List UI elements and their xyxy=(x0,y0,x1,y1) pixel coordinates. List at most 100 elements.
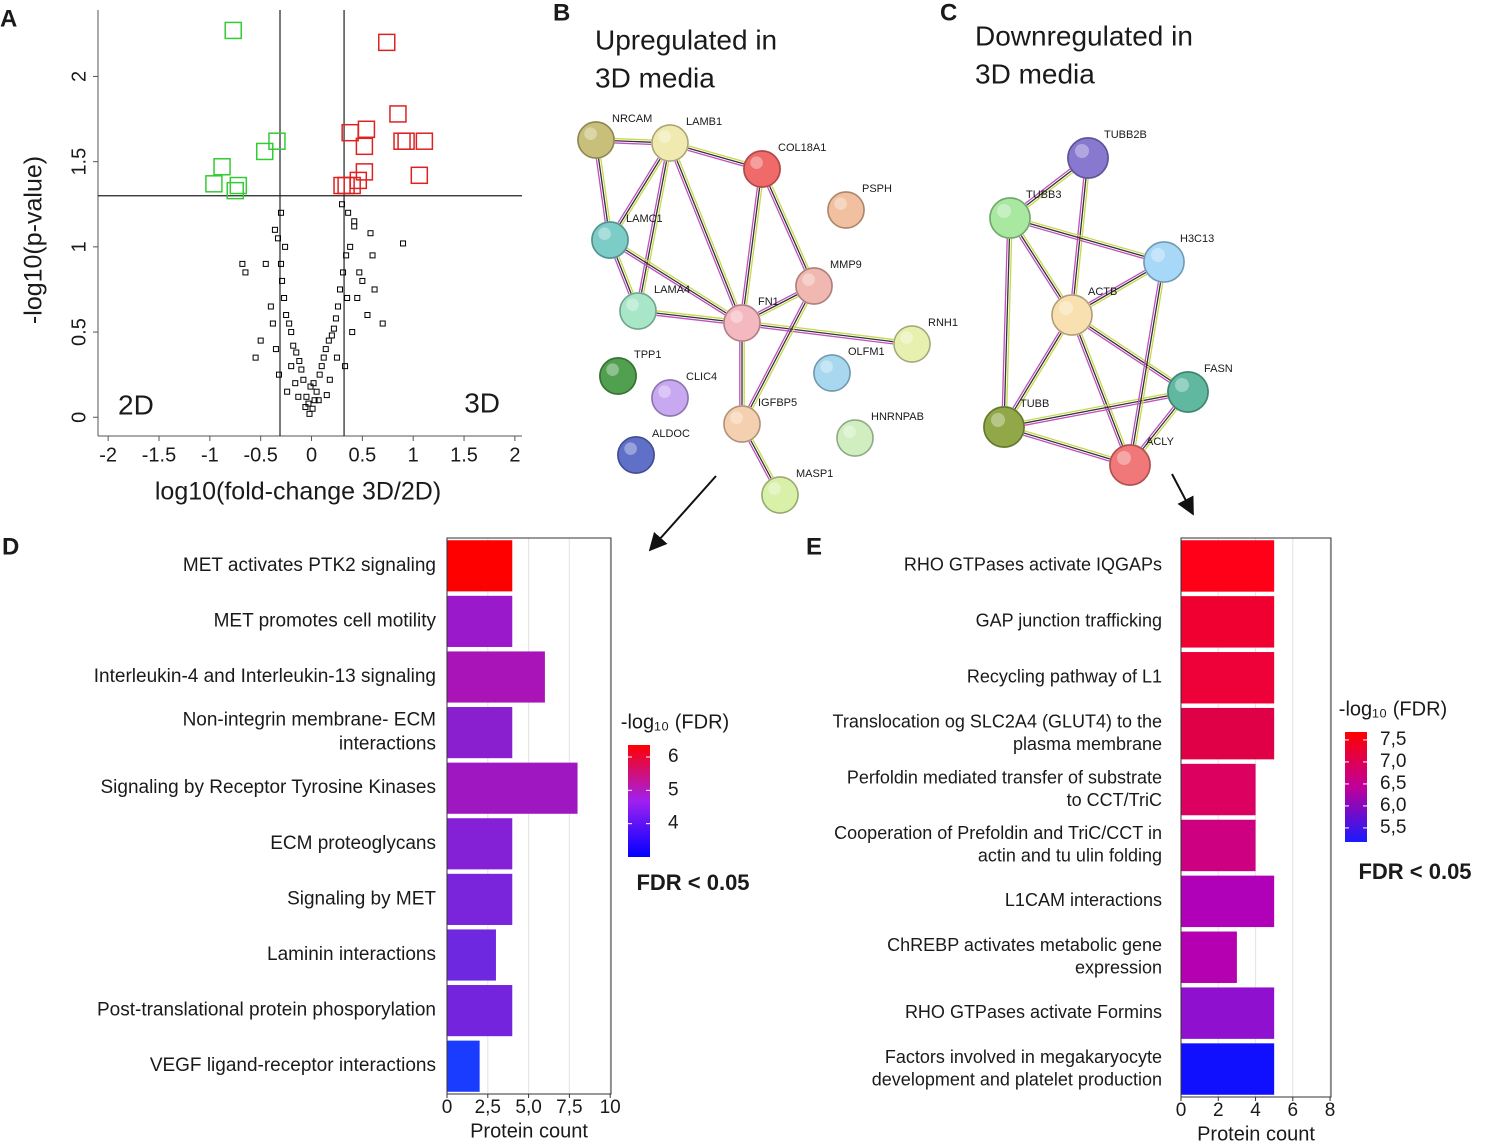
point xyxy=(278,260,285,267)
network-node-highlight xyxy=(626,298,639,312)
point xyxy=(205,175,223,193)
network-edge xyxy=(761,168,815,287)
network-title: Downregulated in xyxy=(975,20,1193,51)
category-label: Factors involved in megakaryocyte develop… xyxy=(872,1047,1162,1090)
network-node xyxy=(813,354,851,392)
network-node-highlight xyxy=(584,127,597,140)
network-edge xyxy=(1069,315,1129,467)
bar xyxy=(1181,987,1275,1039)
network-edge xyxy=(609,142,671,241)
network-node-ring xyxy=(813,354,851,392)
network-node-ring xyxy=(1167,371,1209,413)
colorbar-tick-label: 4 xyxy=(668,813,679,834)
point xyxy=(272,346,279,353)
network-edge xyxy=(667,143,741,325)
bar xyxy=(447,929,496,981)
network-node xyxy=(989,197,1031,239)
label-line: plasma membrane xyxy=(1013,734,1162,754)
network-node xyxy=(651,124,689,162)
node-label: ACTB xyxy=(1088,286,1117,298)
point xyxy=(296,358,303,365)
network-node-highlight xyxy=(606,363,619,377)
network-edge xyxy=(639,143,673,312)
category-label: RHO GTPases activate Formins xyxy=(905,1002,1162,1022)
network-edge xyxy=(1073,313,1133,465)
network-node xyxy=(827,191,865,229)
bar xyxy=(1181,707,1275,760)
point xyxy=(328,332,335,339)
network-edge xyxy=(1004,424,1131,464)
x-axis-title: Protein count xyxy=(1197,1123,1315,1145)
label-line: ChREBP activates metabolic gene xyxy=(887,935,1162,955)
point xyxy=(278,209,285,216)
point xyxy=(318,363,325,370)
label-line: development and platelet production xyxy=(872,1069,1162,1089)
network-edge xyxy=(607,141,669,240)
network-edge xyxy=(669,142,743,324)
point xyxy=(333,354,340,361)
node-label: IGFBP5 xyxy=(758,397,797,409)
network-node xyxy=(1109,444,1151,486)
network-edge xyxy=(1127,261,1163,465)
bar xyxy=(1181,1043,1275,1095)
label-line: Perfoldin mediated transfer of substrate xyxy=(847,767,1162,787)
point xyxy=(315,397,322,404)
point xyxy=(267,303,274,310)
category-label: Laminin interactions xyxy=(267,944,436,965)
point xyxy=(239,260,246,267)
panel-letter: B xyxy=(553,0,570,26)
x-tick-label: 0 xyxy=(306,444,317,466)
point xyxy=(284,388,291,395)
point xyxy=(226,181,245,200)
network-node-ring xyxy=(723,304,761,342)
colorbar-tick-label: 7,5 xyxy=(1380,729,1406,750)
y-tick-label: 0.5 xyxy=(68,318,90,346)
bar xyxy=(1181,931,1237,983)
network-node-highlight xyxy=(1175,378,1189,392)
x-tick-label: -1.5 xyxy=(142,444,176,466)
bar xyxy=(447,707,513,759)
point xyxy=(307,383,314,390)
network-node-ring xyxy=(893,325,931,363)
network-edge xyxy=(1071,157,1089,316)
network-edge xyxy=(1069,157,1087,315)
point xyxy=(288,329,295,336)
colorbar xyxy=(1345,732,1367,842)
point xyxy=(275,371,282,378)
network-node-ring xyxy=(591,221,629,259)
point xyxy=(262,260,269,267)
x-tick-label: 1.5 xyxy=(450,444,478,466)
panel-letter: A xyxy=(0,5,17,32)
point xyxy=(282,243,289,250)
network-node xyxy=(1143,241,1185,283)
network-edge xyxy=(739,284,813,424)
category-label: Signaling by MET xyxy=(287,888,436,909)
point xyxy=(295,393,302,400)
network-node-highlight xyxy=(997,204,1011,218)
colorbar-tick-label: 5 xyxy=(668,779,679,800)
point xyxy=(332,315,339,322)
node-label: H3C13 xyxy=(1180,233,1214,245)
point xyxy=(313,388,320,395)
network-edge xyxy=(1071,314,1189,393)
point xyxy=(311,397,318,404)
x-tick-label: 1 xyxy=(408,444,419,466)
x-tick-label: 5,0 xyxy=(515,1097,541,1118)
node-label: HNRNPAB xyxy=(871,411,924,423)
point xyxy=(378,33,396,52)
category-label: RHO GTPases activate IQGAPs xyxy=(904,555,1162,575)
network-edge xyxy=(743,169,765,324)
network-edge xyxy=(743,286,817,426)
label-line: Cooperation of Prefoldin and TriC/CCT in xyxy=(834,823,1162,843)
x-tick-label: 2,5 xyxy=(475,1097,501,1118)
network-edge xyxy=(1010,215,1165,261)
label-line: Non-integrin membrane- ECM xyxy=(183,710,436,731)
network-edge xyxy=(741,285,815,425)
network-node xyxy=(723,405,761,443)
bar xyxy=(1181,596,1275,648)
category-label: VEGF ligand-receptor interactions xyxy=(150,1055,436,1076)
category-label: Translocation og SLC2A4 (GLUT4) to the pl… xyxy=(833,711,1163,754)
x-axis-title: Protein count xyxy=(470,1120,588,1142)
point xyxy=(322,346,329,353)
colorbar-title: -log₁₀ (FDR) xyxy=(1339,698,1447,720)
